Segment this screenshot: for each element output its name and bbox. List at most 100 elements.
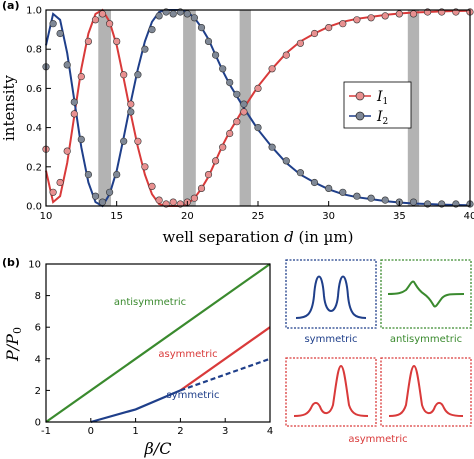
y-tick-label: 0.2	[26, 162, 42, 173]
data-point-i2	[49, 20, 57, 28]
x-tick-label-b: 0	[88, 426, 94, 437]
mode-insets: symmetric antisymmetric asymmetric	[285, 259, 472, 445]
data-point-i2	[148, 26, 156, 34]
data-point-i2	[141, 45, 149, 53]
shaded-band-4	[407, 10, 420, 206]
data-point-i1	[91, 16, 100, 24]
data-point-i1	[120, 71, 128, 79]
shaded-bands	[98, 10, 420, 206]
mode-profile-antisymmetric	[387, 280, 465, 308]
panel-a: (a) 10 15 20 25 30 35 40 0.0 0.2 0.4 0.6 0.8 1.0 in…	[0, 0, 474, 246]
data-point-i2	[169, 10, 177, 18]
legend-box	[343, 81, 412, 129]
data-point-i2	[240, 100, 248, 108]
y-tick-label: 0.4	[26, 123, 42, 134]
data-point-i1	[127, 100, 135, 108]
data-point-i1	[155, 196, 163, 204]
x-axis-ticks-b: -1 0 1 2 3 4	[41, 418, 273, 437]
data-point-i1	[190, 194, 198, 202]
data-point-i2	[56, 29, 64, 38]
data-point-i2	[268, 143, 276, 151]
mode-label-asymmetric: asymmetric	[348, 434, 407, 445]
data-point-i1	[169, 198, 177, 206]
data-point-i1	[141, 163, 149, 171]
x-tick-label: 25	[252, 211, 265, 222]
x-tick-label: 30	[322, 211, 335, 222]
data-point-i2	[70, 98, 78, 106]
line-symmetric-continuation	[180, 357, 271, 392]
data-point-i2	[353, 192, 361, 200]
x-tick-label: 40	[464, 211, 474, 222]
x-tick-label-b: 3	[222, 426, 228, 437]
data-point-i1	[395, 10, 403, 18]
legend-marker-i2	[355, 111, 365, 121]
data-point-i2	[204, 37, 213, 46]
data-point-i1	[240, 108, 248, 116]
data-point-i2	[367, 194, 375, 202]
mode-label-symmetric: symmetric	[304, 334, 357, 345]
data-point-i2	[310, 178, 319, 187]
x-tick-label: 15	[110, 211, 123, 222]
data-point-i1	[63, 147, 71, 155]
legend: I1 I2	[343, 81, 412, 129]
data-point-i1	[296, 39, 305, 47]
x-axis-ticks: 10 15 20 25 30 35 40	[40, 201, 474, 222]
data-point-i1	[105, 20, 114, 28]
x-tick-label-b: 1	[132, 426, 138, 437]
y-tick-label-b: 4	[35, 354, 41, 365]
data-point-i1	[310, 29, 319, 38]
data-points	[42, 8, 474, 208]
data-point-i2	[282, 157, 290, 165]
y-tick-label: 0.0	[26, 202, 42, 213]
data-point-i2	[91, 192, 100, 200]
y-axis-label-b: P/P0	[3, 327, 24, 362]
y-axis-ticks-b: 0 2 4 6 8 10	[28, 260, 50, 429]
x-tick-label: 10	[40, 211, 53, 222]
data-point-i1	[367, 14, 375, 22]
x-tick-label: 35	[393, 211, 406, 222]
data-point-i2	[183, 10, 191, 18]
shaded-band-2	[183, 10, 196, 206]
legend-label-i2: I2	[376, 109, 388, 127]
mode-profile-symmetric	[295, 275, 367, 319]
data-point-i2	[120, 137, 128, 145]
line-symmetric	[90, 389, 181, 424]
shaded-band-3	[239, 10, 251, 206]
data-point-i1	[325, 24, 333, 32]
annotation-symmetric: symmetric	[166, 390, 219, 401]
data-point-i1	[339, 20, 347, 28]
data-point-i1	[219, 143, 227, 151]
annotation-antisymmetric: antisymmetric	[114, 297, 186, 308]
data-point-i2	[127, 108, 135, 116]
data-point-i1	[212, 157, 220, 165]
data-point-i2	[212, 51, 220, 59]
y-tick-label-b: 6	[35, 323, 41, 334]
data-point-i2	[113, 171, 121, 179]
data-point-i2	[63, 61, 71, 69]
data-point-i1	[113, 37, 121, 46]
data-point-i2	[105, 188, 114, 196]
mode-asymmetric-right	[380, 357, 472, 427]
y-tick-label-b: 0	[35, 418, 41, 429]
data-point-i1	[268, 65, 276, 73]
legend-marker-i1	[355, 91, 365, 101]
shaded-band-1	[98, 10, 112, 206]
data-point-i1	[197, 184, 206, 192]
mode-frame-asymmetric-left	[285, 357, 377, 427]
data-point-i2	[339, 188, 347, 196]
x-tick-label-b: 4	[267, 426, 273, 437]
data-point-i2	[197, 24, 206, 32]
y-tick-label-b: 8	[35, 291, 41, 302]
y-tick-label: 0.6	[26, 84, 42, 95]
data-point-i1	[204, 171, 213, 179]
x-tick-label: 20	[181, 211, 194, 222]
data-point-i1	[77, 72, 85, 81]
data-point-i2	[381, 196, 389, 204]
data-point-i1	[233, 118, 241, 126]
x-tick-label-b: -1	[41, 426, 51, 437]
data-point-i1	[148, 182, 156, 190]
data-point-i2	[77, 135, 85, 143]
mode-profile-asymmetric-right	[388, 364, 464, 417]
mode-antisymmetric: antisymmetric	[380, 259, 472, 345]
